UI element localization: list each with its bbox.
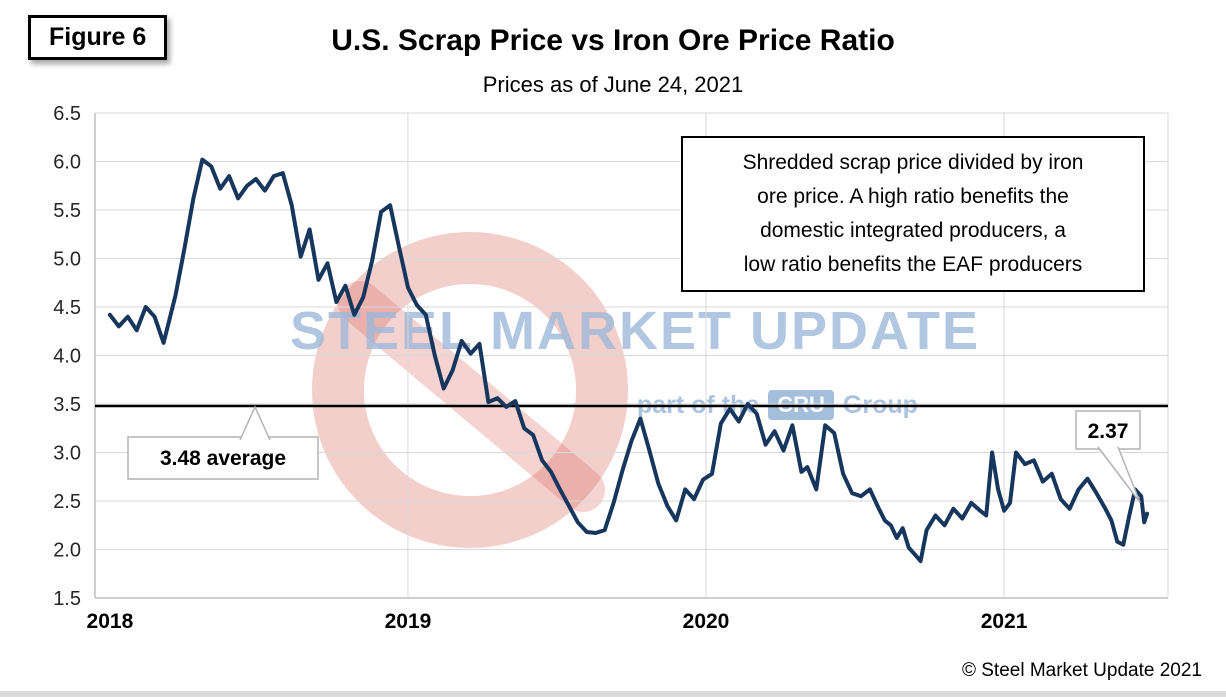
annotation-line: Shredded scrap price divided by iron <box>742 151 1084 174</box>
svg-text:6.5: 6.5 <box>53 103 81 125</box>
average-callout-label: 3.48 average <box>160 447 286 470</box>
annotation-box: Shredded scrap price divided by iron ore… <box>681 136 1145 292</box>
bottom-edge-strip <box>0 691 1226 697</box>
svg-text:3.0: 3.0 <box>53 443 81 465</box>
svg-text:6.0: 6.0 <box>53 152 81 174</box>
svg-text:2.5: 2.5 <box>53 491 81 513</box>
svg-text:3.5: 3.5 <box>53 394 81 416</box>
svg-text:4.0: 4.0 <box>53 346 81 368</box>
svg-text:1.5: 1.5 <box>53 588 81 610</box>
page-title: U.S. Scrap Price vs Iron Ore Price Ratio <box>331 24 895 57</box>
svg-text:2021: 2021 <box>981 610 1028 633</box>
axes <box>94 113 1168 599</box>
end-callout-label: 2.37 <box>1088 420 1129 443</box>
average-callout-box <box>127 436 319 480</box>
data-series <box>107 157 1150 564</box>
svg-text:2020: 2020 <box>683 610 730 633</box>
copyright-text: © Steel Market Update 2021 <box>961 660 1202 681</box>
callouts: 3.48 average 2.37 <box>127 405 1141 504</box>
annotation-line: ore price. A high ratio benefits the <box>757 185 1069 208</box>
ratio-line <box>107 157 1150 564</box>
annotation-line: low ratio benefits the EAF producers <box>743 253 1083 276</box>
svg-text:5.5: 5.5 <box>53 200 81 222</box>
end-callout-box <box>1075 410 1141 450</box>
annotation-line: domestic integrated producers, a <box>760 219 1066 242</box>
svg-text:4.5: 4.5 <box>53 297 81 319</box>
tick-labels: 1.5 2.0 2.5 3.0 3.5 4.0 4.5 5.0 5.5 6.0 6.5 2018 201… <box>53 103 1028 633</box>
svg-text:2019: 2019 <box>385 610 432 633</box>
figure-label: Figure 6 <box>28 15 168 60</box>
page-subtitle: Prices as of June 24, 2021 <box>482 72 744 97</box>
svg-text:2018: 2018 <box>87 610 134 633</box>
svg-text:2.0: 2.0 <box>53 540 81 562</box>
svg-text:5.0: 5.0 <box>53 249 81 271</box>
